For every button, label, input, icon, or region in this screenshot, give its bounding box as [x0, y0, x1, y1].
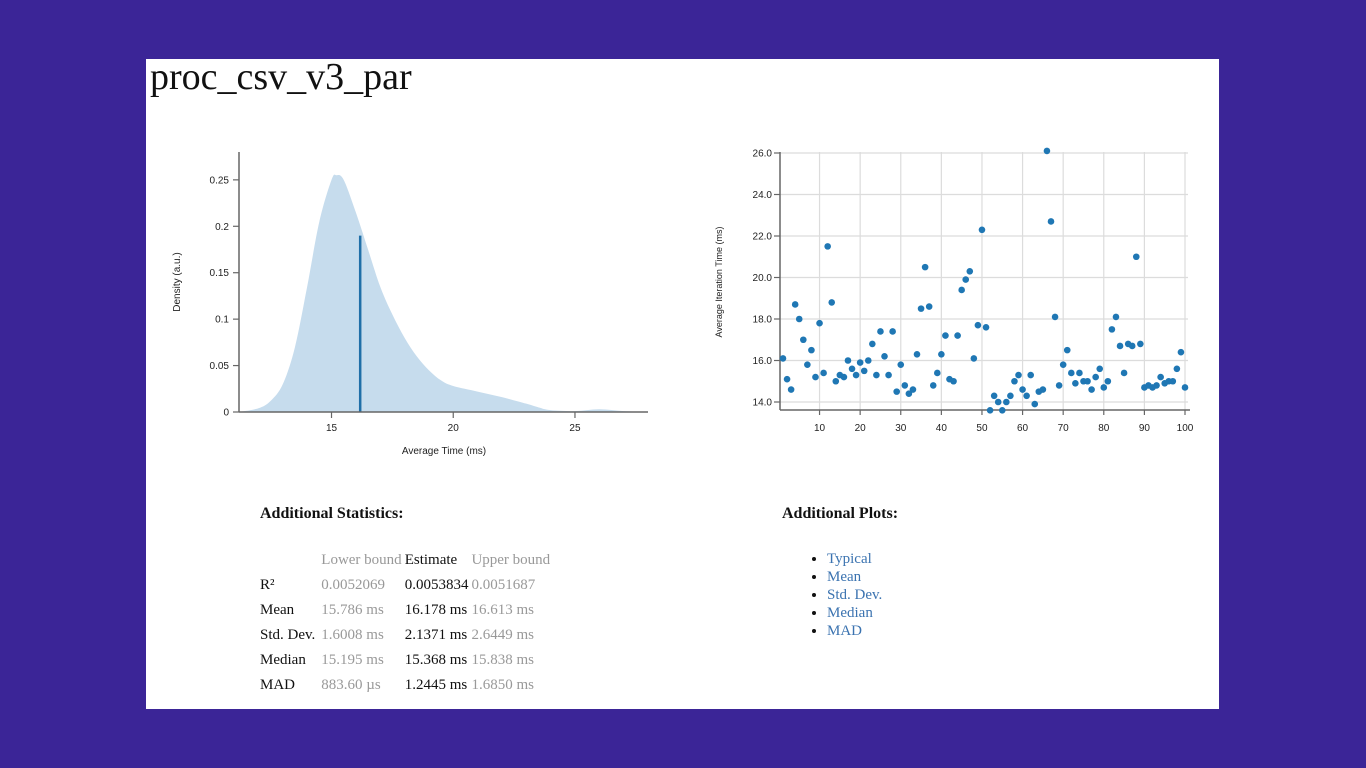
y-axis-label: Average Iteration Time (ms)	[714, 227, 724, 338]
row-label: Median	[260, 651, 306, 668]
page-title: proc_csv_v3_par	[150, 56, 412, 98]
plots-list-item: Typical	[827, 550, 898, 568]
svg-text:0.25: 0.25	[210, 175, 230, 186]
additional-statistics: Additional Statistics: Lower bound Estim…	[260, 505, 553, 699]
svg-text:0.1: 0.1	[215, 315, 229, 326]
estimate: 2.1371 ms	[404, 626, 468, 643]
report-panel: proc_csv_v3_par 0 0.05 0.1 0.15 0.2 0.25 15 20…	[146, 56, 1219, 709]
svg-text:90: 90	[1139, 423, 1151, 434]
plots-list-item: Std. Dev.	[827, 586, 898, 604]
svg-text:16.0: 16.0	[753, 356, 773, 367]
svg-text:70: 70	[1058, 423, 1070, 434]
stats-heading: Additional Statistics:	[260, 505, 404, 522]
svg-text:22.0: 22.0	[753, 232, 773, 243]
upper-bound: 16.613 ms	[471, 601, 534, 618]
svg-text:50: 50	[976, 423, 988, 434]
svg-text:100: 100	[1177, 423, 1194, 434]
plots-list-item: MAD	[827, 622, 898, 640]
y-axis-label: Density (a.u.)	[172, 252, 183, 311]
svg-text:0.15: 0.15	[210, 268, 230, 279]
estimate: 0.0053834	[404, 576, 469, 593]
plots-list-item: Median	[827, 604, 898, 622]
plots-list-item: Mean	[827, 568, 898, 586]
lower-bound: 1.6008 ms	[321, 626, 384, 643]
stats-header-row: Lower bound Estimate Upper bound	[260, 549, 553, 574]
svg-text:40: 40	[936, 423, 948, 434]
plots-list: Typical Mean Std. Dev. Median MAD	[782, 550, 898, 640]
lower-bound: 15.195 ms	[321, 651, 384, 668]
svg-text:10: 10	[814, 423, 826, 434]
additional-plots: Additional Plots: Typical Mean Std. Dev.…	[782, 505, 898, 640]
svg-text:60: 60	[1017, 423, 1029, 434]
svg-text:30: 30	[895, 423, 907, 434]
svg-text:0.05: 0.05	[210, 361, 230, 372]
svg-text:25: 25	[569, 423, 581, 434]
svg-text:20.0: 20.0	[753, 273, 773, 284]
svg-text:20: 20	[855, 423, 867, 434]
iteration-scatter-chart: 14.0 16.0 18.0 20.0 22.0 24.0 26.0 10 20 30 40 50 6…	[714, 147, 1194, 434]
x-ticks: 15 20 25	[326, 412, 581, 434]
svg-text:14.0: 14.0	[753, 398, 773, 409]
svg-text:15: 15	[326, 423, 338, 434]
svg-text:26.0: 26.0	[753, 149, 773, 160]
svg-text:18.0: 18.0	[753, 315, 773, 326]
row-label: R²	[260, 576, 275, 593]
upper-bound: 2.6449 ms	[471, 626, 534, 643]
stats-row-std-dev: Std. Dev. 1.6008 ms 2.1371 ms 2.6449 ms	[260, 624, 553, 649]
row-label: Mean	[260, 601, 295, 618]
pdf-chart: 0 0.05 0.1 0.15 0.2 0.25 15 20 25 Density (a.u.…	[172, 152, 648, 457]
column-header-label	[260, 549, 321, 574]
column-header-upper: Upper bound	[471, 551, 551, 568]
y-ticks: 14.0 16.0 18.0 20.0 22.0 24.0 26.0	[753, 149, 780, 409]
row-label: Std. Dev.	[260, 626, 316, 643]
svg-text:0.2: 0.2	[215, 222, 229, 233]
link-std-dev[interactable]: Std. Dev.	[827, 587, 883, 603]
upper-bound: 15.838 ms	[471, 651, 534, 668]
row-label: MAD	[260, 676, 296, 693]
stats-row-median: Median 15.195 ms 15.368 ms 15.838 ms	[260, 649, 553, 674]
stats-row-mad: MAD 883.60 µs 1.2445 ms 1.6850 ms	[260, 674, 553, 699]
svg-text:24.0: 24.0	[753, 190, 773, 201]
x-axis-label: Average Time (ms)	[402, 446, 486, 457]
stats-row-mean: Mean 15.786 ms 16.178 ms 16.613 ms	[260, 599, 553, 624]
link-median[interactable]: Median	[827, 605, 873, 621]
upper-bound: 1.6850 ms	[471, 676, 534, 693]
x-ticks: 10 20 30 40 50 60 70 80 90 100	[814, 410, 1194, 434]
lower-bound: 0.0052069	[321, 576, 386, 593]
link-mean[interactable]: Mean	[827, 569, 862, 585]
column-header-lower: Lower bound	[321, 551, 402, 568]
link-typical[interactable]: Typical	[827, 551, 872, 567]
density-area	[239, 174, 648, 412]
link-mad[interactable]: MAD	[827, 623, 863, 639]
stats-table: Lower bound Estimate Upper bound R² 0.00…	[260, 549, 553, 699]
data-points	[779, 147, 1189, 414]
svg-text:80: 80	[1098, 423, 1110, 434]
estimate: 15.368 ms	[404, 651, 468, 668]
plots-heading: Additional Plots:	[782, 505, 899, 522]
y-ticks: 0 0.05 0.1 0.15 0.2 0.25	[210, 175, 239, 419]
svg-text:0: 0	[223, 408, 229, 419]
estimate: 1.2445 ms	[404, 676, 468, 693]
column-header-estimate: Estimate	[404, 551, 458, 568]
lower-bound: 15.786 ms	[321, 601, 384, 618]
upper-bound: 0.0051687	[471, 576, 536, 593]
stats-row-r2: R² 0.0052069 0.0053834 0.0051687	[260, 574, 553, 599]
svg-text:20: 20	[448, 423, 460, 434]
lower-bound: 883.60 µs	[321, 676, 381, 693]
estimate: 16.178 ms	[404, 601, 468, 618]
